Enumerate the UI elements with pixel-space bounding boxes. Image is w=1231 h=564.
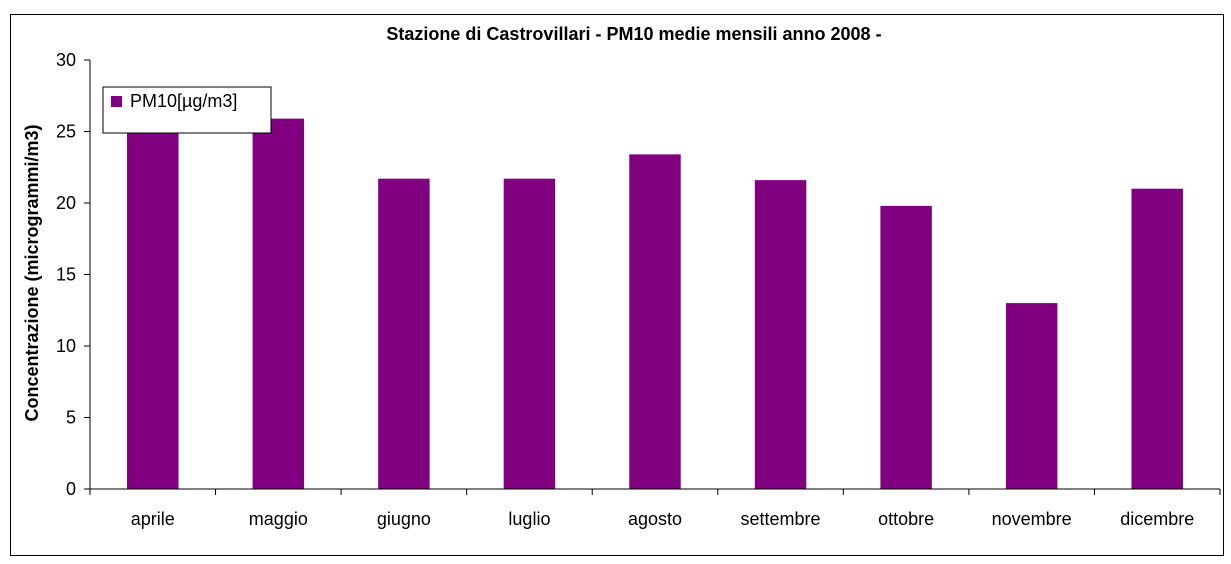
x-tick-label-aprile: aprile <box>131 509 175 529</box>
x-ticks-layer: aprile maggio giugno luglio agosto settembre o… <box>89 489 1221 529</box>
x-tick-label-novembre: novembre <box>992 509 1072 529</box>
legend: PM10[µg/m3] <box>102 86 272 134</box>
bar-agosto <box>629 154 681 489</box>
legend-swatch <box>111 96 122 107</box>
bar-ottobre <box>880 205 932 490</box>
y-tick-label: 5 <box>66 408 76 428</box>
x-tick-label-ottobre: ottobre <box>878 509 934 529</box>
bar-luglio <box>503 178 556 489</box>
legend-box <box>102 86 272 134</box>
chart-title: Stazione di Castrovillari - PM10 medie m… <box>386 24 881 44</box>
y-tick-label: 10 <box>56 336 76 356</box>
bar-aprile <box>127 131 179 489</box>
x-tick-label-settembre: settembre <box>741 509 821 529</box>
y-tick-label: 30 <box>56 50 76 70</box>
y-tick-label: 20 <box>56 193 76 213</box>
bar-maggio <box>252 118 305 489</box>
y-ticks-layer: 0 5 10 15 20 25 30 <box>56 50 90 499</box>
legend-label: PM10[µg/m3] <box>130 91 237 111</box>
y-tick-label: 15 <box>56 265 76 285</box>
bar-novembre <box>1005 303 1058 489</box>
x-tick-label-giugno: giugno <box>377 509 431 529</box>
bar-settembre <box>754 180 807 489</box>
x-tick-label-dicembre: dicembre <box>1120 509 1194 529</box>
x-tick-label-maggio: maggio <box>249 509 308 529</box>
y-axis-label: Concentrazione (microgrammi/m3) <box>22 124 42 421</box>
y-tick-label: 0 <box>66 479 76 499</box>
bar-dicembre <box>1131 188 1183 489</box>
bars-layer <box>127 118 1183 490</box>
bar-giugno <box>378 178 430 489</box>
x-tick-label-luglio: luglio <box>508 509 550 529</box>
x-tick-label-agosto: agosto <box>628 509 682 529</box>
y-tick-label: 25 <box>56 122 76 142</box>
